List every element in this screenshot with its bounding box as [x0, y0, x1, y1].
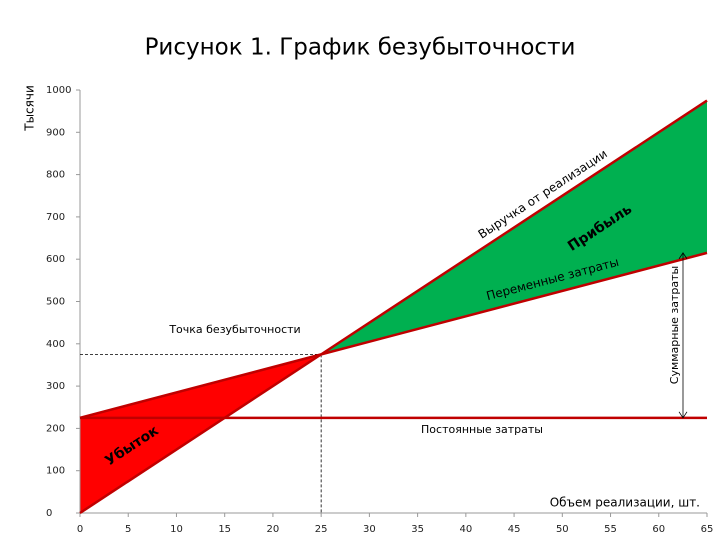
x-tick-label: 30 — [363, 524, 376, 535]
x-axis-label: Объем реализации, шт. — [550, 496, 700, 510]
series-line — [79, 251, 708, 420]
x-tick-label: 45 — [508, 524, 521, 535]
x-tick-label: 35 — [411, 524, 424, 535]
y-tick-label: 300 — [46, 381, 65, 392]
x-tick-label: 10 — [170, 524, 183, 535]
arrow-head — [678, 252, 688, 260]
y-axis-label: Тысячи — [23, 85, 37, 132]
y-tick-label: 0 — [46, 508, 52, 519]
x-tick-label: 20 — [267, 524, 280, 535]
y-tick-label: 700 — [46, 212, 65, 223]
y-tick-label: 600 — [46, 254, 65, 265]
arrow-head — [678, 411, 688, 419]
x-tick-label: 65 — [701, 524, 714, 535]
y-tick-label: 1000 — [46, 85, 71, 96]
series-label: Постоянные затраты — [421, 423, 543, 436]
y-tick-label: 200 — [46, 423, 65, 434]
y-tick-label: 900 — [46, 127, 65, 138]
x-tick-label: 0 — [77, 524, 83, 535]
y-tick-label: 800 — [46, 170, 65, 181]
series-line — [79, 99, 708, 515]
x-tick-label: 60 — [652, 524, 665, 535]
y-tick-label: 400 — [46, 339, 65, 350]
x-tick-label: 15 — [218, 524, 231, 535]
x-tick-label: 50 — [556, 524, 569, 535]
x-tick-label: 55 — [604, 524, 617, 535]
y-tick-label: 100 — [46, 466, 65, 477]
x-tick-label: 40 — [459, 524, 472, 535]
annotation: Точка безубыточности — [168, 323, 300, 336]
x-tick-label: 5 — [125, 524, 131, 535]
chart-title: Рисунок 1. График безубыточности — [145, 35, 576, 61]
x-tick-label: 25 — [315, 524, 328, 535]
y-tick-label: 500 — [46, 297, 65, 308]
annotation: Суммарные затраты — [668, 266, 681, 384]
